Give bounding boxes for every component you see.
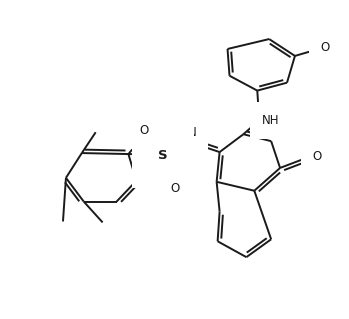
Text: N: N: [187, 126, 196, 139]
Text: O: O: [170, 182, 179, 195]
Text: O: O: [139, 124, 148, 137]
Text: O: O: [313, 150, 322, 162]
Text: S: S: [158, 149, 168, 161]
Text: O: O: [321, 41, 330, 55]
Text: NH: NH: [262, 114, 280, 127]
